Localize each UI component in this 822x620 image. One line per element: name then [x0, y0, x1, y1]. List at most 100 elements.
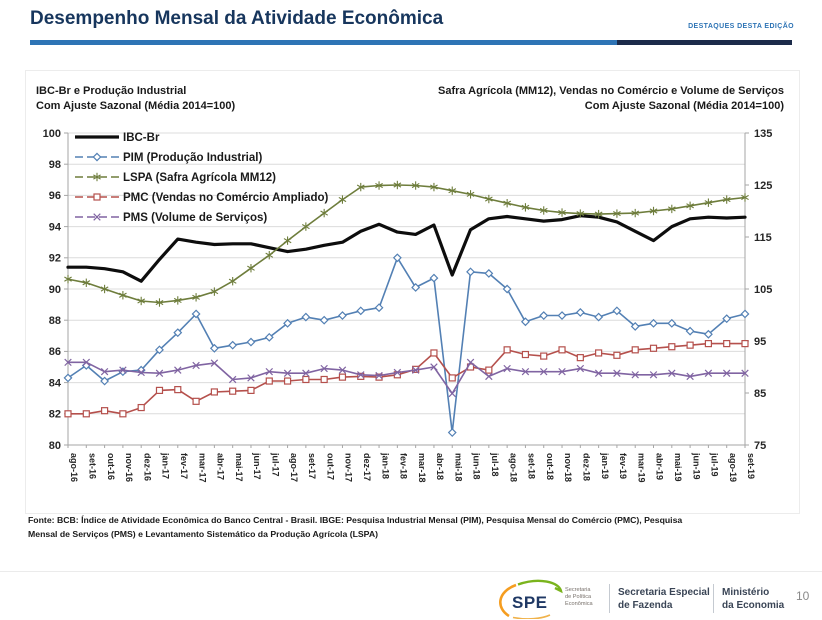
diamond-marker: [319, 315, 329, 325]
chart-title-left-line1: IBC-Br e Produção Industrial: [36, 85, 187, 97]
right-axis-label: 75: [754, 440, 766, 452]
chart-title-right-line2: Com Ajuste Sazonal (Média 2014=100): [584, 100, 784, 112]
x-axis-label: jun-18: [472, 452, 482, 480]
square-marker: [558, 346, 566, 354]
left-axis-label: 94: [49, 221, 62, 233]
diamond-marker: [209, 343, 219, 353]
star-marker: [192, 294, 200, 300]
x-axis-label: ago-19: [728, 453, 738, 482]
diamond-marker: [338, 311, 347, 320]
star-marker: [155, 299, 164, 306]
star-marker: [356, 184, 365, 190]
diamond-marker: [649, 318, 658, 328]
left-axis-label: 96: [49, 190, 61, 202]
diamond-marker: [118, 367, 128, 377]
x-marker: [411, 366, 420, 374]
x-marker: [265, 367, 273, 376]
diamond-marker: [374, 303, 384, 313]
right-axis-label: 135: [754, 128, 772, 140]
square-marker: [247, 386, 255, 394]
diamond-marker: [539, 311, 549, 320]
diamond-marker: [63, 373, 73, 383]
square-marker: [357, 372, 365, 380]
x-axis-label: jun-19: [691, 452, 701, 480]
square-marker: [668, 343, 676, 351]
footer-divider: [0, 571, 822, 572]
square-marker: [338, 373, 347, 381]
x-axis-label: jan-17: [161, 452, 171, 479]
square-marker: [283, 377, 292, 385]
square-marker: [741, 340, 749, 348]
x-axis-label: mar-18: [417, 453, 427, 483]
star-marker: [247, 265, 255, 271]
star-marker: [82, 280, 91, 286]
legend-label: PIM (Produção Industrial): [123, 152, 262, 164]
x-axis-label: jun-17: [252, 452, 262, 480]
x-axis-label: jan-19: [600, 452, 610, 479]
diamond-marker: [594, 312, 604, 322]
square-marker: [723, 340, 731, 348]
x-marker: [668, 369, 676, 377]
x-axis-label: nov-18: [563, 453, 573, 482]
square-marker: [119, 410, 127, 418]
left-axis-label: 98: [49, 159, 61, 171]
square-marker: [210, 388, 218, 396]
x-axis-label: nov-17: [344, 453, 354, 482]
diamond-marker: [557, 311, 567, 320]
right-axis-label: 85: [754, 388, 766, 400]
diamond-marker: [429, 273, 439, 283]
x-axis-label: nov-16: [124, 453, 134, 482]
star-marker: [430, 184, 438, 190]
square-marker: [448, 374, 456, 382]
x-axis-label: jan-18: [380, 452, 390, 479]
square-marker: [137, 403, 145, 412]
chart-frame: [25, 70, 800, 514]
star-marker: [301, 224, 310, 230]
square-marker: [613, 351, 621, 359]
star-marker: [667, 206, 676, 212]
x-marker: [228, 375, 237, 384]
x-marker: [594, 369, 603, 377]
square-marker: [320, 375, 328, 384]
star-marker: [722, 196, 731, 203]
square-marker: [155, 386, 164, 394]
x-marker: [174, 366, 182, 374]
square-marker: [430, 349, 438, 357]
diamond-marker: [411, 282, 421, 292]
x-marker: [247, 374, 255, 382]
star-marker: [448, 188, 457, 194]
x-marker: [576, 364, 585, 373]
x-axis-label: mai-18: [453, 453, 463, 482]
square-marker: [540, 352, 548, 360]
series-PMS (Volume de Serviços): [67, 361, 746, 395]
star-marker: [576, 211, 585, 217]
x-marker: [64, 358, 72, 367]
right-axis-label: 105: [754, 284, 772, 296]
x-marker: [192, 361, 200, 370]
star-marker: [228, 278, 237, 284]
left-axis-label: 92: [49, 253, 61, 265]
x-axis-label: mar-19: [636, 453, 646, 483]
x-marker: [283, 369, 292, 377]
x-axis-label: out-18: [545, 453, 555, 480]
star-marker: [338, 196, 347, 203]
square-marker: [229, 387, 237, 395]
star-marker: [393, 182, 402, 188]
x-marker: [558, 367, 566, 376]
x-marker: [375, 371, 383, 380]
source-line1: Fonte: BCB: Índice de Atividade Econômic…: [28, 515, 683, 525]
x-axis-label: jul-19: [710, 452, 720, 477]
spe-logo-orange-tail: [512, 614, 551, 619]
org-secretaria-line2: de Fazenda: [618, 600, 673, 611]
diamond-marker: [356, 306, 366, 316]
square-marker: [64, 410, 72, 418]
chart-title-right: Safra Agrícola (MM12), Vendas no Comérci…: [438, 84, 784, 114]
x-marker: [722, 369, 731, 377]
x-axis-label: ago-18: [508, 453, 518, 482]
x-axis-label: mar-17: [197, 453, 207, 483]
spe-caption: Secretaria de Política Econômica: [565, 587, 593, 607]
page-title: Desempenho Mensal da Atividade Econômica: [30, 8, 444, 29]
x-axis-label: mai-19: [673, 453, 683, 482]
x-axis-label: jul-17: [270, 452, 280, 477]
